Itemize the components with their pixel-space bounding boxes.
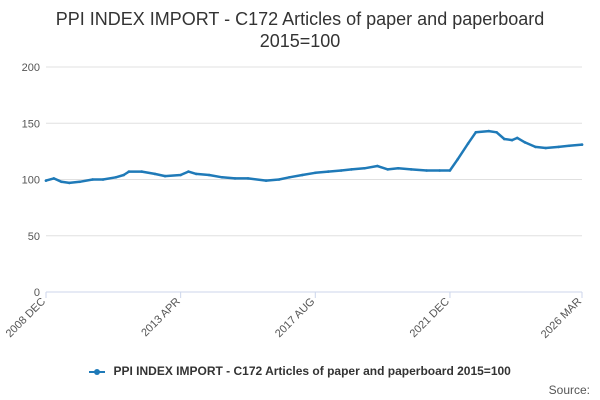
data-point[interactable] xyxy=(448,169,452,172)
data-point[interactable] xyxy=(220,176,224,179)
data-point[interactable] xyxy=(163,174,167,178)
x-tick-label-0: 2008 DEC xyxy=(4,296,48,340)
data-point[interactable] xyxy=(396,167,400,170)
chart-title: PPI INDEX IMPORT - C172 Articles of pape… xyxy=(0,8,600,52)
data-point[interactable] xyxy=(339,169,343,172)
data-point[interactable] xyxy=(68,181,71,185)
data-point[interactable] xyxy=(153,172,157,176)
data-point[interactable] xyxy=(350,168,353,171)
data-point[interactable] xyxy=(487,129,491,133)
data-point[interactable] xyxy=(44,179,48,182)
x-tick-label-3: 2021 DEC xyxy=(408,296,452,340)
data-point[interactable] xyxy=(264,179,268,182)
y-tick-label-150: 150 xyxy=(22,118,40,130)
data-point[interactable] xyxy=(474,131,478,134)
data-point[interactable] xyxy=(60,180,63,184)
data-point[interactable] xyxy=(466,142,470,145)
grid-lines xyxy=(46,66,582,293)
data-point[interactable] xyxy=(78,180,81,184)
y-tick-label-200: 200 xyxy=(22,62,40,74)
data-point[interactable] xyxy=(187,170,190,173)
y-tick-label-100: 100 xyxy=(22,175,40,187)
data-point[interactable] xyxy=(288,176,291,179)
data-point[interactable] xyxy=(277,178,281,181)
data-point[interactable] xyxy=(386,168,390,171)
data-point[interactable] xyxy=(516,136,519,140)
legend[interactable]: PPI INDEX IMPORT - C172 Articles of pape… xyxy=(0,364,600,378)
data-point[interactable] xyxy=(425,169,428,172)
data-point[interactable] xyxy=(140,170,144,173)
data-point[interactable] xyxy=(557,145,560,149)
data-point[interactable] xyxy=(567,144,571,148)
data-point[interactable] xyxy=(409,168,413,171)
chart-title-line-2: 2015=100 xyxy=(259,31,341,51)
y-tick-label-50: 50 xyxy=(28,231,40,243)
x-tick-label-2: 2017 AUG xyxy=(273,296,317,340)
data-point[interactable] xyxy=(207,173,211,177)
data-point[interactable] xyxy=(91,178,94,181)
x-axis: 2008 DEC 2013 APR 2017 AUG 2021 DEC 2026 MAR xyxy=(4,292,584,341)
data-point[interactable] xyxy=(233,177,237,180)
plot-area xyxy=(44,129,584,185)
chart-title-line-1: PPI INDEX IMPORT - C172 Articles of pape… xyxy=(55,9,545,29)
data-point[interactable] xyxy=(376,164,379,168)
data-point[interactable] xyxy=(363,167,366,170)
x-tick-label-1: 2013 APR xyxy=(139,296,183,340)
data-point[interactable] xyxy=(438,169,441,172)
legend-series-marker xyxy=(89,368,106,375)
data-point[interactable] xyxy=(127,170,131,173)
data-point[interactable] xyxy=(314,171,317,175)
y-axis: 0 50 100 150 200 xyxy=(22,62,40,299)
data-point[interactable] xyxy=(544,146,547,150)
data-point[interactable] xyxy=(456,158,460,161)
legend-series-label: PPI INDEX IMPORT - C172 Articles of pape… xyxy=(113,364,511,378)
data-point[interactable] xyxy=(580,143,584,146)
x-tick-label-4: 2026 MAR xyxy=(539,296,584,341)
data-point[interactable] xyxy=(534,145,537,149)
y-tick-label-0: 0 xyxy=(34,287,40,299)
data-point[interactable] xyxy=(301,173,304,177)
data-point[interactable] xyxy=(114,176,118,179)
data-point[interactable] xyxy=(495,131,498,134)
data-point[interactable] xyxy=(194,172,198,176)
data-point[interactable] xyxy=(510,138,514,142)
series-line-0[interactable] xyxy=(44,129,584,185)
data-point[interactable] xyxy=(503,137,506,141)
data-point[interactable] xyxy=(101,178,105,181)
data-point[interactable] xyxy=(523,141,527,144)
data-point[interactable] xyxy=(246,177,250,180)
data-point[interactable] xyxy=(326,170,330,173)
data-point[interactable] xyxy=(122,173,125,177)
data-point[interactable] xyxy=(179,173,182,177)
data-point[interactable] xyxy=(52,177,56,180)
source-label[interactable]: Source: xyxy=(548,383,590,397)
